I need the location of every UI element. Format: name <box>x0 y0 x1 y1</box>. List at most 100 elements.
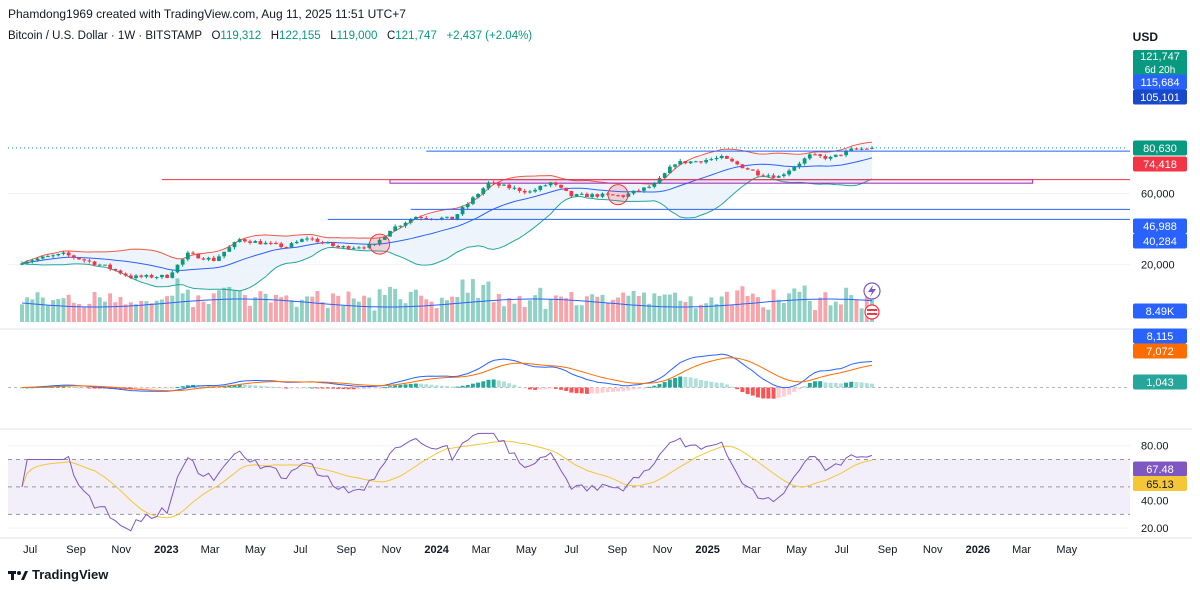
bollinger-lower-line <box>21 175 873 292</box>
volume-bar <box>460 279 465 322</box>
candle-body <box>424 218 429 220</box>
x-tick-label: 2023 <box>154 544 178 556</box>
rsi-value-label: 67.48 <box>1146 464 1174 476</box>
macd-histogram-bar <box>82 387 87 389</box>
volume-bar <box>553 295 558 322</box>
macd-histogram-bar <box>636 387 641 389</box>
y-tick-label: 20,000 <box>1141 260 1175 272</box>
volume-bar <box>636 295 641 322</box>
volume-bar <box>165 296 170 322</box>
candle-body <box>833 154 838 157</box>
macd-histogram-bar <box>750 387 755 396</box>
macd-histogram-bar <box>429 384 434 388</box>
currency-label[interactable]: USD <box>1132 30 1158 44</box>
volume-bar <box>108 293 113 322</box>
volume-bar <box>678 300 683 322</box>
volume-bar <box>849 295 854 322</box>
macd-histogram-bar <box>450 386 455 388</box>
candle-body <box>756 170 760 176</box>
candle-body <box>797 163 802 167</box>
volume-bar <box>641 292 646 322</box>
volume-bar <box>82 306 87 322</box>
volume-bar <box>154 300 159 322</box>
candle-body <box>585 193 589 197</box>
macd-histogram-bar <box>445 386 449 388</box>
candle-body <box>678 161 683 165</box>
macd-histogram-bar <box>294 387 299 389</box>
level-f-label: 40,284 <box>1143 236 1177 248</box>
level-c-label-bg <box>1133 140 1187 156</box>
macd-histogram-bar <box>398 384 403 388</box>
x-tick-label: Nov <box>653 544 673 556</box>
candle-body <box>517 187 522 191</box>
candle-body <box>528 191 532 193</box>
bollinger-fill <box>22 142 872 291</box>
candle-body <box>408 219 413 223</box>
macd-histogram-bar <box>419 383 424 388</box>
ohlc-low: 119,000 <box>336 30 378 42</box>
rsi-ma-line <box>21 440 873 519</box>
candle-body <box>455 214 460 220</box>
volume-bar <box>237 290 242 322</box>
macd-histogram-bar <box>553 387 558 389</box>
candle-body <box>719 155 724 159</box>
macd-histogram-bar <box>688 377 693 388</box>
volume-bar <box>56 299 61 322</box>
macd-histogram-bar <box>144 387 149 389</box>
level-d-label-bg <box>1133 156 1187 172</box>
candle-body <box>647 186 651 188</box>
volume-bar <box>325 307 330 322</box>
candle-body <box>336 245 341 248</box>
candle-body <box>341 246 346 248</box>
macd-histogram-bar <box>434 385 439 388</box>
volume-bar <box>87 303 92 322</box>
macd-histogram-bar <box>77 387 81 389</box>
macd-histogram-bar <box>792 387 797 392</box>
volume-bar <box>232 290 237 322</box>
candle-body <box>40 256 45 259</box>
candle-body <box>574 194 579 197</box>
candle-body <box>543 185 548 187</box>
macd-histogram-bar <box>491 379 496 388</box>
macd-histogram-bar <box>849 381 854 388</box>
macd-histogram-bar <box>175 386 180 388</box>
candle-body <box>439 217 444 220</box>
macd-histogram-bar <box>465 384 470 388</box>
macd-histogram-bar <box>807 382 812 388</box>
candle-body <box>191 252 195 254</box>
candle-body <box>232 242 237 248</box>
volume-bar <box>667 294 672 322</box>
candle-body <box>662 173 667 178</box>
volume-bar <box>486 281 491 322</box>
candle-body <box>761 175 766 177</box>
tradingview-logo[interactable]: TradingView <box>8 567 108 582</box>
last-price-tag-bg <box>1133 50 1187 77</box>
volume-bar <box>372 310 377 322</box>
candle-body <box>735 161 740 165</box>
price-change: +2,437 (+2.04%) <box>446 30 533 42</box>
macd-histogram-bar <box>486 379 491 388</box>
macd-histogram-bar <box>683 376 688 388</box>
level-e-label-bg <box>1133 218 1187 234</box>
ohlc-high-label: H <box>270 30 280 42</box>
volume-bar <box>185 289 190 322</box>
macd-histogram-bar <box>232 384 237 388</box>
macd-histogram-bar <box>870 383 874 388</box>
candle-body <box>714 158 719 160</box>
candle-body <box>393 226 398 231</box>
candle-body <box>683 161 688 164</box>
volume-bar <box>211 293 216 322</box>
volume-bar <box>341 305 346 322</box>
volume-bar <box>610 299 615 322</box>
candle-body <box>346 246 351 249</box>
macd-histogram-bar <box>610 387 615 392</box>
macd-histogram-bar <box>657 384 662 388</box>
volume-bar <box>476 297 481 322</box>
volume-bar <box>439 297 444 322</box>
macd-histogram-bar <box>496 380 501 388</box>
volume-bar <box>657 295 662 322</box>
symbol-title[interactable]: Bitcoin / U.S. Dollar · 1W · BITSTAMP <box>8 30 202 42</box>
candle-body <box>128 275 133 279</box>
